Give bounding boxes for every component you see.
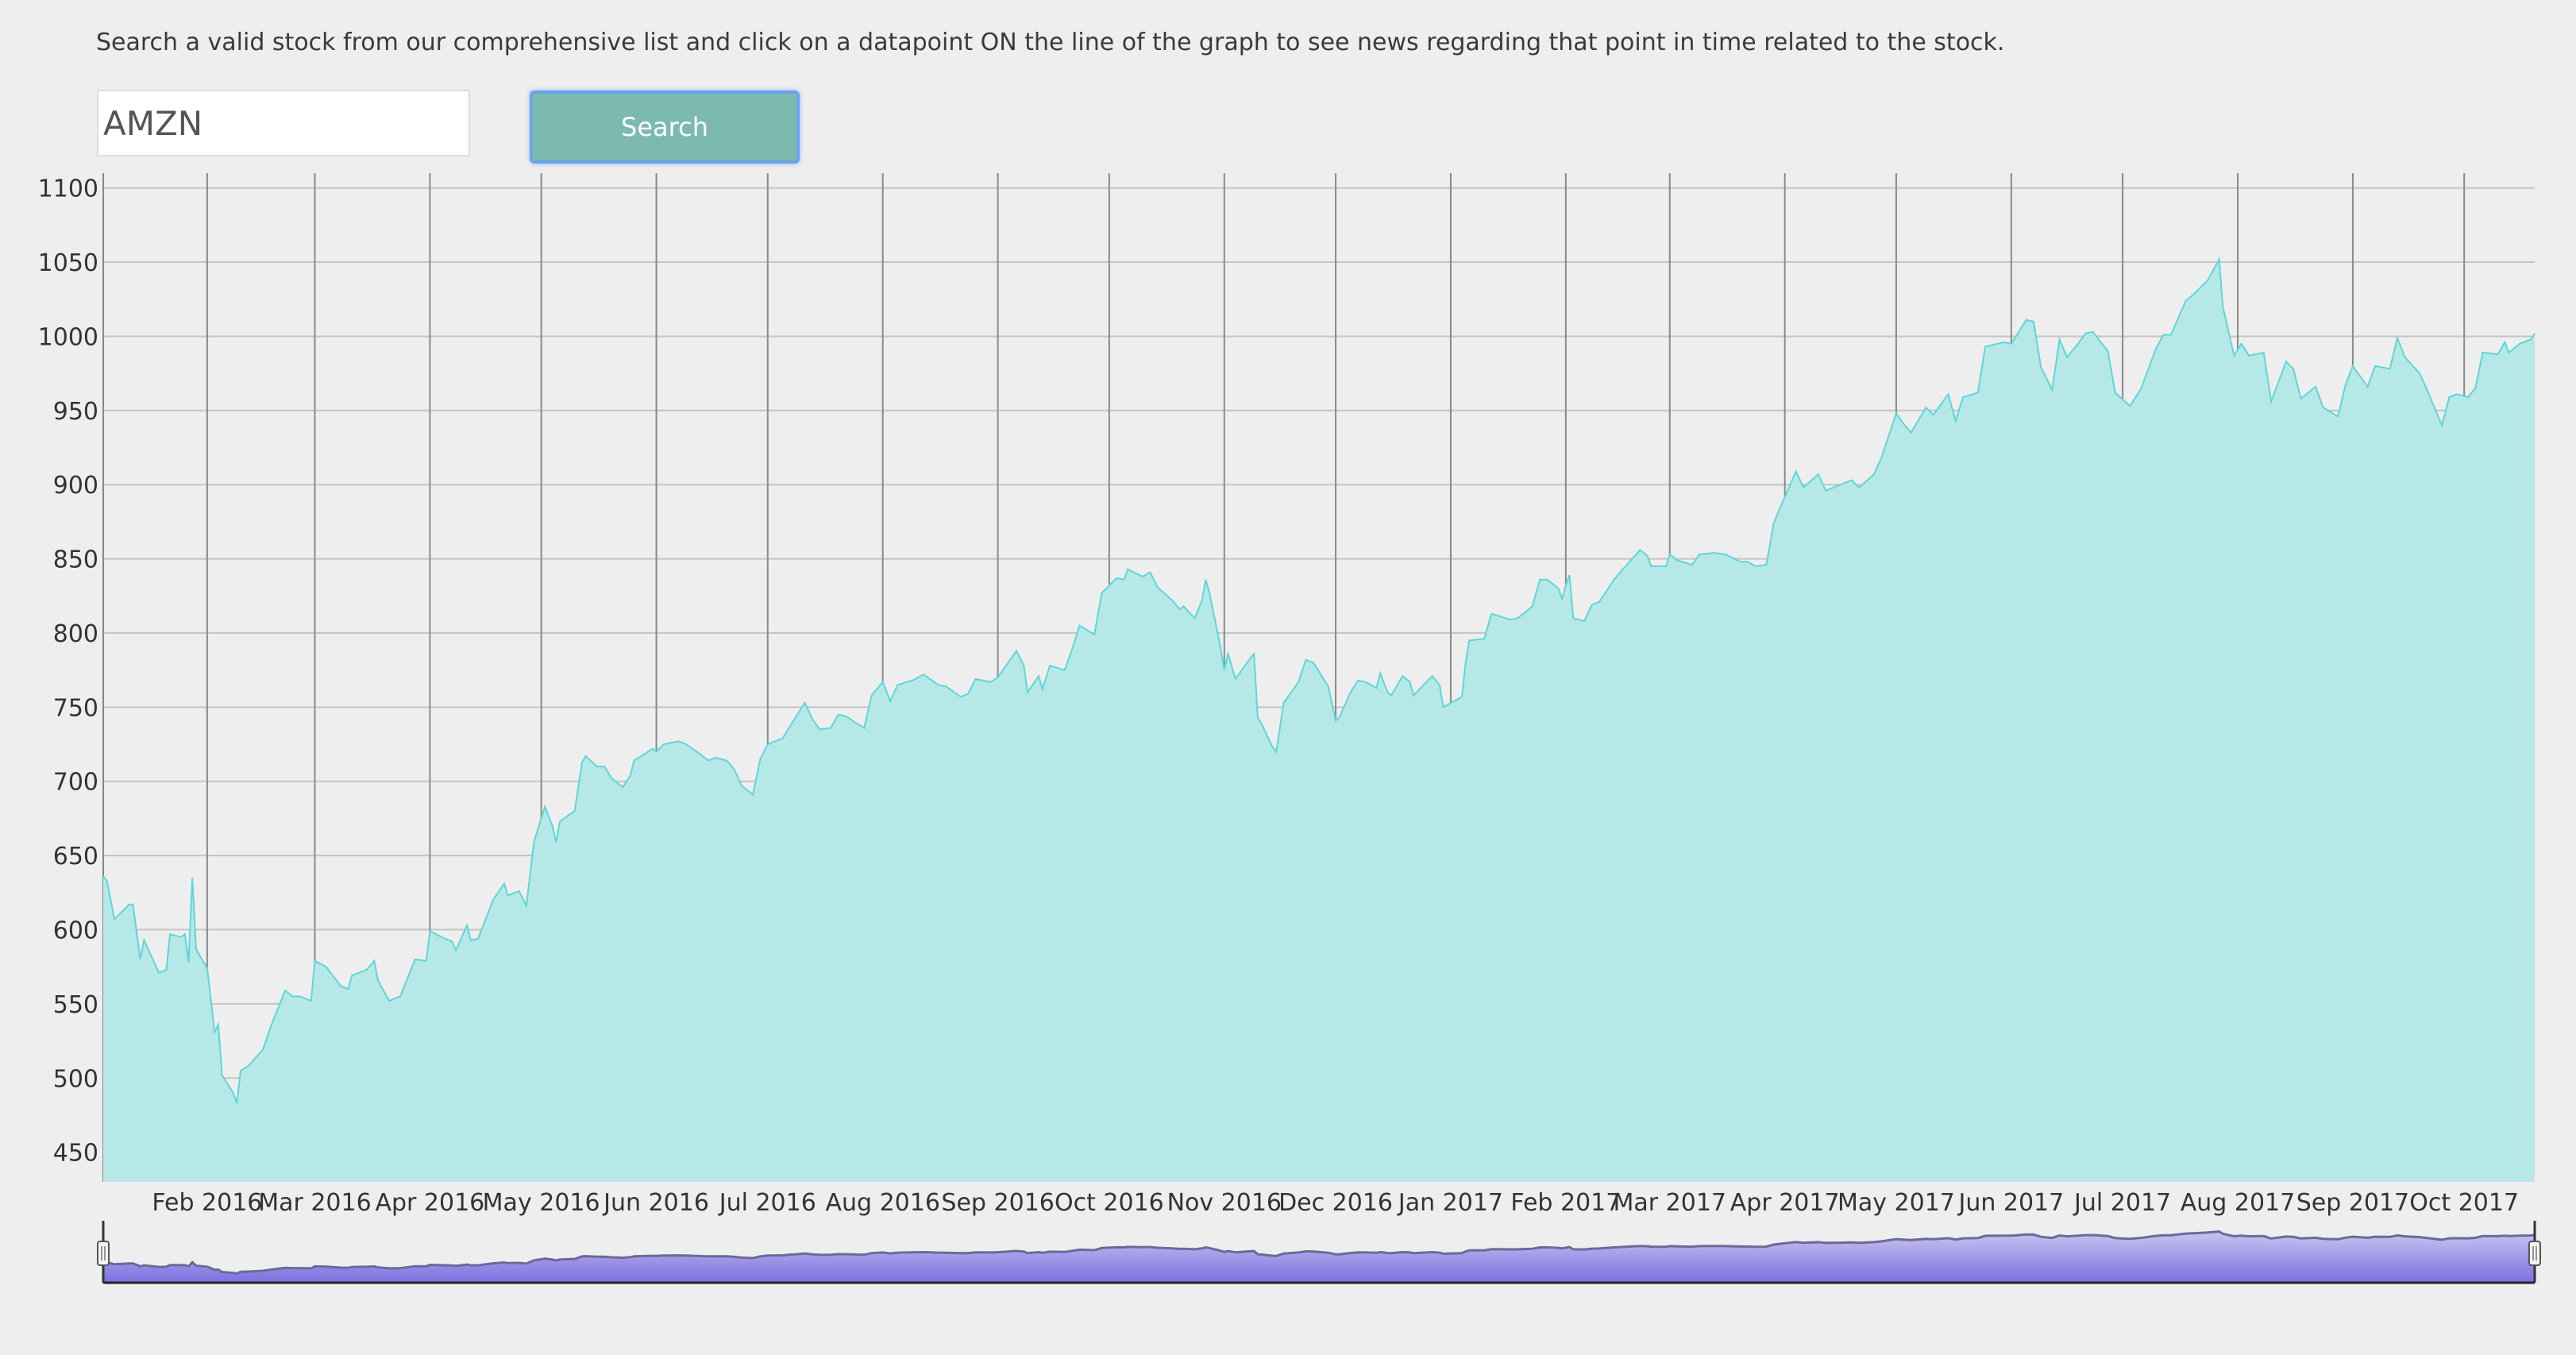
x-tick-label: Apr 2017 bbox=[1730, 1189, 1840, 1217]
x-tick-label: Mar 2016 bbox=[258, 1189, 372, 1217]
y-tick-label: 950 bbox=[53, 398, 98, 426]
x-tick-label: Oct 2016 bbox=[1055, 1189, 1164, 1217]
x-tick-label: Feb 2016 bbox=[152, 1189, 262, 1217]
x-tick-label: Jan 2017 bbox=[1397, 1189, 1503, 1217]
x-tick-label: Oct 2017 bbox=[2409, 1189, 2519, 1217]
search-button[interactable]: Search bbox=[530, 91, 800, 164]
price-area[interactable] bbox=[103, 259, 2535, 1182]
x-tick-label: Jul 2017 bbox=[2073, 1189, 2171, 1217]
x-tick-label: May 2017 bbox=[1838, 1189, 1955, 1217]
stock-search-input[interactable] bbox=[97, 90, 470, 156]
range-navigator[interactable] bbox=[97, 1221, 2541, 1284]
x-tick-label: Dec 2016 bbox=[1278, 1189, 1393, 1217]
x-tick-label: Nov 2016 bbox=[1167, 1189, 1282, 1217]
y-axis-labels: 450 500 550 600 650 700 750 800 850 900 950 1000 105… bbox=[38, 176, 98, 1168]
x-tick-label: Aug 2017 bbox=[2181, 1189, 2295, 1217]
navigator-right-handle[interactable] bbox=[2528, 1241, 2541, 1266]
x-tick-label: Sep 2016 bbox=[941, 1189, 1054, 1217]
y-tick-label: 500 bbox=[53, 1065, 98, 1093]
instructions-text: Search a valid stock from our comprehens… bbox=[96, 29, 2005, 56]
x-tick-label: Sep 2017 bbox=[2296, 1189, 2409, 1217]
y-tick-label: 850 bbox=[53, 546, 98, 574]
x-tick-label: Mar 2017 bbox=[1614, 1189, 1727, 1217]
y-tick-label: 750 bbox=[53, 694, 98, 722]
x-tick-label: Jul 2016 bbox=[718, 1189, 816, 1217]
y-tick-label: 900 bbox=[53, 472, 98, 500]
y-tick-label: 650 bbox=[53, 843, 98, 871]
x-tick-label: Aug 2016 bbox=[825, 1189, 939, 1217]
y-tick-label: 1100 bbox=[38, 176, 98, 203]
y-tick-label: 600 bbox=[53, 917, 98, 945]
x-tick-label: Jun 2017 bbox=[1957, 1189, 2064, 1217]
x-tick-label: Apr 2016 bbox=[375, 1189, 484, 1217]
y-tick-label: 1000 bbox=[38, 323, 98, 351]
y-tick-label: 450 bbox=[53, 1140, 98, 1168]
y-tick-label: 1050 bbox=[38, 249, 98, 277]
x-tick-label: May 2016 bbox=[483, 1189, 600, 1217]
x-tick-label: Feb 2017 bbox=[1510, 1189, 1621, 1217]
x-tick-label: Jun 2016 bbox=[602, 1189, 709, 1217]
navigator-left-handle[interactable] bbox=[97, 1241, 110, 1266]
navigator-line bbox=[102, 1230, 2536, 1275]
price-line[interactable] bbox=[102, 256, 2536, 1104]
y-tick-label: 800 bbox=[53, 620, 98, 648]
y-tick-label: 550 bbox=[53, 991, 98, 1019]
y-tick-label: 700 bbox=[53, 769, 98, 797]
navigator-area bbox=[103, 1231, 2535, 1283]
